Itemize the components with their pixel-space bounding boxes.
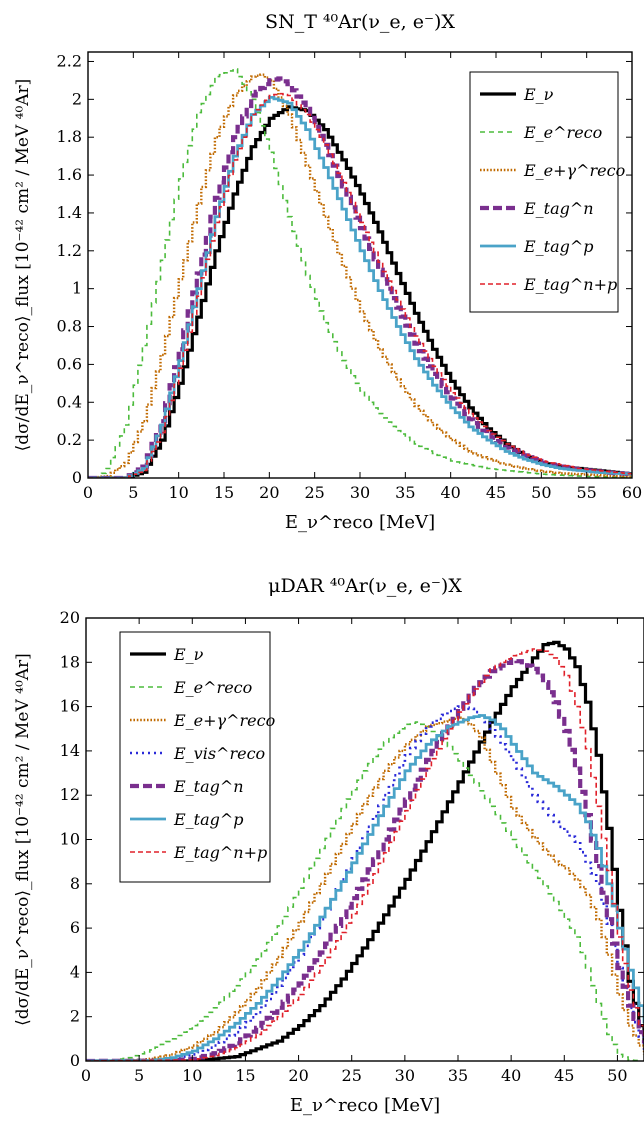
x-tick-label: 45 — [554, 1066, 574, 1085]
legend-label-1: E_e^reco — [523, 123, 602, 142]
x-tick-label: 40 — [440, 483, 460, 502]
y-tick-label: 10 — [60, 830, 80, 849]
x-tick-label: 60 — [622, 483, 642, 502]
x-tick-label: 25 — [342, 1066, 362, 1085]
legend: E_ν E_e^reco E_e+γ^reco E_tag^n E_tag^p E_tag… — [469, 71, 625, 313]
x-tick-label: 0 — [83, 483, 93, 502]
legend-label-3: E_tag^n — [523, 199, 594, 218]
series-line-4 — [88, 96, 632, 478]
legend-label-6: E_tag^n+p — [173, 843, 267, 862]
legend-label-2: E_e+γ^reco — [173, 711, 275, 730]
x-tick-label: 25 — [304, 483, 324, 502]
x-tick-label: 30 — [350, 483, 370, 502]
y-tick-label: 20 — [60, 608, 80, 627]
y-tick-label: 4 — [70, 962, 80, 981]
series-line-0 — [86, 640, 644, 1061]
y-tick-label: 0.6 — [57, 354, 82, 373]
y-axis-label: ⟨dσ/dE_ν^reco⟩_flux [10⁻⁴² cm² / MeV ⁴⁰A… — [13, 653, 33, 1026]
series-line-1 — [86, 721, 640, 1061]
x-tick-label: 30 — [395, 1066, 415, 1085]
x-tick-label: 45 — [486, 483, 506, 502]
legend-label-4: E_tag^n — [173, 777, 244, 796]
legend-label-5: E_tag^n+p — [523, 275, 617, 294]
y-tick-label: 1 — [72, 279, 82, 298]
chart-sn: SN_T ⁴⁰Ar(ν_e, e⁻)X0 5 10 15 20 25 30 35 40 45 50 5… — [13, 11, 642, 533]
x-tick-label: 35 — [395, 483, 415, 502]
legend-label-2: E_e+γ^reco — [523, 161, 625, 180]
y-tick-label: 0 — [70, 1051, 80, 1070]
x-tick-label: 55 — [576, 483, 596, 502]
chart-mudar: μDAR ⁴⁰Ar(ν_e, e⁻)X 0 5 10 15 20 25 30 35 40 45 50 0… — [13, 575, 644, 1116]
legend-label-5: E_tag^p — [173, 810, 244, 829]
x-tick-label: 10 — [182, 1066, 202, 1085]
y-tick-label: 6 — [70, 918, 80, 937]
x-tick-label: 35 — [448, 1066, 468, 1085]
y-axis-label: ⟨dσ/dE_ν^reco⟩_flux [10⁻⁴² cm² / MeV ⁴⁰A… — [13, 79, 33, 452]
x-tick-label: 20 — [288, 1066, 308, 1085]
y-tick-label: 2 — [72, 89, 82, 108]
series-line-2 — [86, 716, 644, 1061]
series-line-2 — [88, 73, 632, 478]
x-tick-label: 5 — [134, 1066, 144, 1085]
x-tick-label: 15 — [235, 1066, 255, 1085]
series-line-3 — [88, 76, 632, 478]
x-tick-label: 20 — [259, 483, 279, 502]
y-tick-label: 0.2 — [57, 430, 82, 449]
x-tick-label: 50 — [607, 1066, 627, 1085]
y-tick-label: 2.2 — [57, 51, 82, 70]
y-tick-label: 18 — [60, 652, 80, 671]
x-axis-label: E_ν^reco [MeV] — [290, 1095, 440, 1116]
x-tick-label: 40 — [501, 1066, 521, 1085]
x-axis-label: E_ν^reco [MeV] — [285, 512, 435, 533]
x-tick-label: 0 — [81, 1066, 91, 1085]
series-line-4 — [86, 658, 644, 1061]
legend-box — [469, 71, 619, 313]
legend-box — [119, 631, 271, 883]
chart-title: SN_T ⁴⁰Ar(ν_e, e⁻)X — [265, 11, 455, 33]
x-tick-label: 5 — [128, 483, 138, 502]
y-tick-label: 0 — [72, 468, 82, 487]
y-tick-label: 0.8 — [57, 317, 82, 336]
y-tick-label: 14 — [60, 741, 80, 760]
y-tick-label: 1.4 — [57, 203, 82, 222]
y-tick-label: 1.6 — [57, 165, 82, 184]
y-tick-label: 16 — [60, 697, 80, 716]
x-tick-label: 10 — [168, 483, 188, 502]
legend-label-0: E_ν — [173, 645, 204, 664]
series-line-3 — [86, 705, 644, 1061]
legend-label-0: E_ν — [523, 85, 554, 104]
y-tick-label: 8 — [70, 874, 80, 893]
y-tick-label: 2 — [70, 1007, 80, 1026]
x-tick-label: 15 — [214, 483, 234, 502]
series-line-5 — [86, 714, 644, 1061]
y-tick-label: 1.8 — [57, 127, 82, 146]
y-tick-label: 12 — [60, 785, 80, 804]
legend: E_ν E_e^reco E_e+γ^reco E_vis^reco E_tag^n E_… — [119, 631, 275, 883]
chart-title: μDAR ⁴⁰Ar(ν_e, e⁻)X — [268, 575, 462, 597]
legend-label-3: E_vis^reco — [173, 744, 265, 763]
x-tick-label: 50 — [531, 483, 551, 502]
y-tick-label: 0.4 — [57, 392, 82, 411]
series-line-6 — [86, 648, 644, 1061]
series-line-5 — [88, 92, 632, 478]
y-tick-label: 1.2 — [57, 241, 82, 260]
legend-label-1: E_e^reco — [173, 678, 252, 697]
legend-label-4: E_tag^p — [523, 237, 594, 256]
